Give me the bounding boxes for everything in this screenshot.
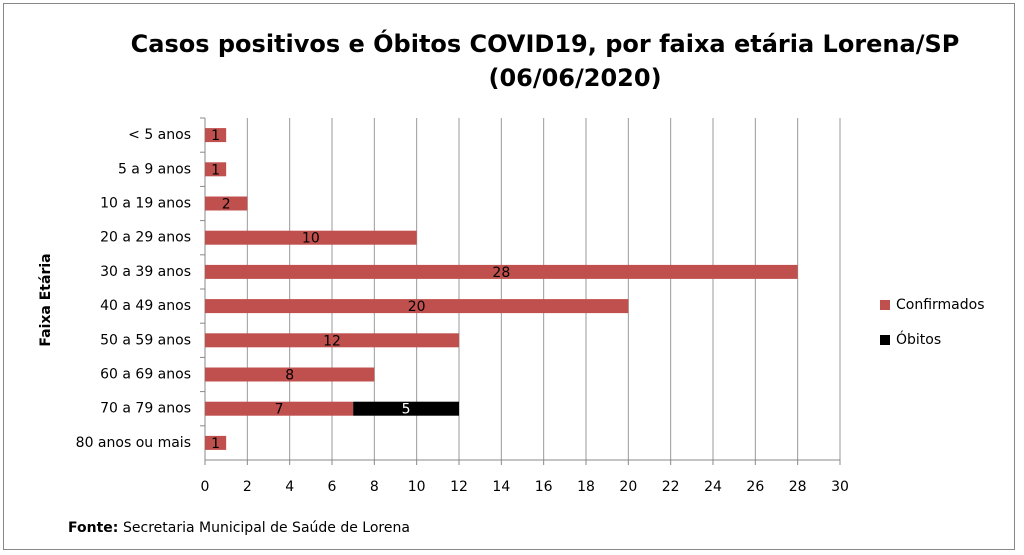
x-tick-label: 14 — [492, 479, 510, 495]
data-label: 8 — [285, 368, 294, 384]
bar — [205, 128, 227, 143]
x-tick-label: 4 — [285, 479, 294, 495]
legend-swatch — [880, 335, 890, 345]
bar — [205, 162, 227, 177]
x-tick-label: 2 — [243, 479, 252, 495]
bar — [205, 264, 798, 279]
x-tick-label: 16 — [535, 479, 553, 495]
x-tick-label: 20 — [619, 479, 637, 495]
chart-title: (06/06/2020) — [488, 64, 661, 92]
legend-swatch — [880, 300, 890, 310]
data-label: 1 — [211, 436, 220, 452]
x-tick-label: 26 — [746, 479, 764, 495]
bar — [205, 230, 417, 245]
y-tick-label: 80 anos ou mais — [76, 435, 191, 451]
source-label: Fonte: — [68, 520, 118, 536]
data-label: 1 — [211, 162, 220, 178]
x-tick-label: 28 — [789, 479, 807, 495]
bar — [205, 435, 227, 450]
x-tick-label: 8 — [370, 479, 379, 495]
bar — [205, 401, 354, 416]
y-tick-label: 40 a 49 anos — [100, 298, 191, 314]
x-tick-label: 22 — [662, 479, 680, 495]
data-label: 5 — [402, 402, 411, 418]
legend-label: Confirmados — [896, 297, 985, 313]
y-tick-label: 10 a 19 anos — [100, 196, 191, 212]
x-tick-label: 0 — [201, 479, 210, 495]
y-tick-label: < 5 anos — [128, 127, 191, 143]
data-label: 2 — [222, 197, 231, 213]
x-tick-label: 24 — [704, 479, 722, 495]
x-tick-label: 6 — [328, 479, 337, 495]
y-axis-label: Faixa Etária — [38, 253, 54, 346]
x-tick-label: 12 — [450, 479, 468, 495]
bar — [353, 401, 459, 416]
legend-label: Óbitos — [896, 330, 941, 348]
data-label: 28 — [492, 265, 510, 281]
data-label: 12 — [323, 333, 341, 349]
y-tick-label: 70 a 79 anos — [100, 401, 191, 417]
y-tick-label: 60 a 69 anos — [100, 367, 191, 383]
bar — [205, 299, 629, 314]
data-label: 10 — [302, 231, 320, 247]
y-tick-label: 50 a 59 anos — [100, 332, 191, 348]
data-label: 20 — [408, 299, 426, 315]
x-tick-label: 18 — [577, 479, 595, 495]
bar — [205, 367, 375, 382]
bar — [205, 333, 459, 348]
y-tick-label: 30 a 39 anos — [100, 264, 191, 280]
bar — [205, 196, 248, 211]
data-label: 1 — [211, 128, 220, 144]
chart-title: Casos positivos e Óbitos COVID19, por fa… — [131, 28, 960, 58]
x-tick-label: 30 — [831, 479, 849, 495]
y-tick-label: 20 a 29 anos — [100, 230, 191, 246]
source-text: Secretaria Municipal de Saúde de Lorena — [123, 520, 410, 536]
y-tick-label: 5 a 9 anos — [118, 161, 191, 177]
x-tick-label: 10 — [408, 479, 426, 495]
data-label: 7 — [275, 402, 284, 418]
